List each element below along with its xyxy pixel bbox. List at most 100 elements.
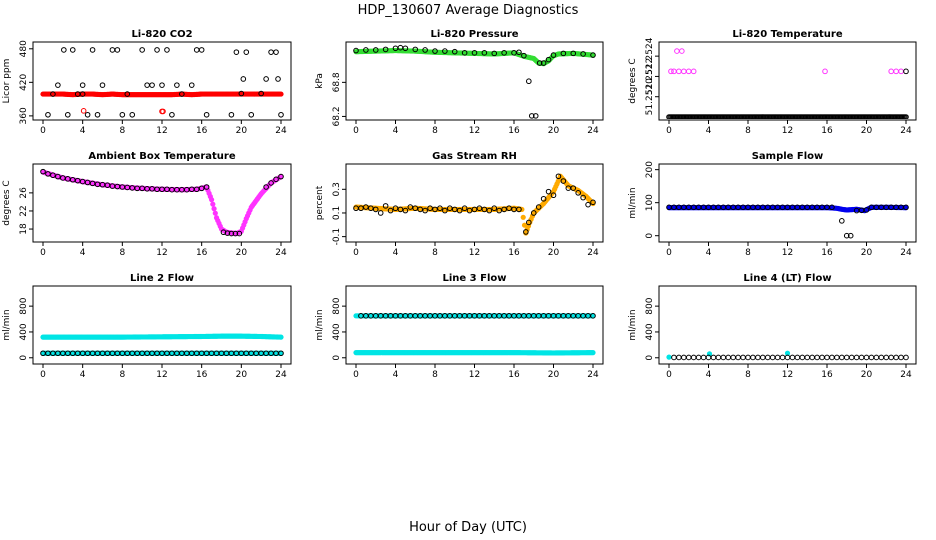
x-tick-label: 20: [861, 370, 873, 380]
data-point: [456, 207, 463, 214]
data-point: [888, 354, 894, 361]
plot-frame: [658, 163, 917, 243]
data-point: [114, 47, 121, 53]
data-point: [690, 354, 697, 361]
data-point: [224, 230, 231, 236]
panel-title: Li-820 Temperature: [732, 29, 842, 40]
data-point: [363, 47, 369, 53]
data-point: [79, 178, 86, 185]
data-point: [843, 354, 850, 361]
data-point: [377, 210, 384, 216]
y-tick-label: 200: [645, 161, 655, 178]
x-tick-label: 4: [80, 248, 86, 258]
data-point: [804, 354, 811, 361]
data-point: [481, 50, 488, 56]
data-point: [154, 47, 160, 53]
data-point: [858, 354, 865, 361]
x-tick-label: 8: [745, 370, 751, 380]
data-point: [794, 354, 801, 361]
y-axis-label: ml/min: [2, 309, 12, 340]
data-point: [829, 354, 835, 361]
data-point: [819, 354, 825, 361]
data-point: [461, 50, 468, 56]
x-tick-label: 4: [393, 126, 399, 136]
data-point: [61, 47, 67, 53]
data-point: [496, 207, 502, 214]
data-point: [144, 82, 150, 88]
data-point: [402, 207, 409, 214]
data-point: [422, 47, 428, 53]
data-point: [55, 82, 61, 88]
y-axis-label: ml/min: [315, 309, 325, 340]
data-point: [417, 206, 423, 213]
data-point: [64, 111, 71, 118]
data-point: [94, 111, 101, 118]
plot-area: [666, 48, 909, 119]
x-tick-label: 4: [706, 126, 712, 136]
data-point: [164, 47, 170, 53]
x-tick-label: 8: [119, 370, 125, 380]
data-point: [868, 354, 875, 361]
y-tick-label: 26: [19, 187, 29, 199]
data-point: [735, 354, 741, 361]
y-tick-label: -0.1: [332, 228, 342, 246]
data-point: [755, 354, 761, 361]
data-point: [580, 194, 586, 201]
panel-title: Gas Stream RH: [432, 151, 517, 162]
data-point: [50, 172, 56, 179]
data-point: [725, 354, 732, 361]
y-tick-label: 360: [19, 107, 29, 124]
data-point: [273, 49, 279, 55]
data-point: [491, 205, 498, 212]
data-point: [228, 111, 235, 118]
x-tick-label: 24: [275, 370, 287, 380]
data-point: [774, 354, 781, 361]
data-point: [278, 350, 284, 356]
data-point: [79, 82, 86, 88]
y-tick-label: 0: [19, 355, 29, 361]
data-point: [760, 354, 766, 361]
data-point: [903, 354, 909, 361]
x-tick-label: 20: [548, 370, 560, 380]
plot-frame: [32, 41, 292, 121]
data-point: [809, 354, 815, 361]
panel-title: Line 2 Flow: [130, 273, 194, 284]
data-point: [516, 206, 522, 213]
data-point: [198, 185, 205, 192]
plot-frame: [658, 41, 917, 121]
panel-6: Sample Flow ml/min 0 4 8 12 16 20 24 0 100 200: [628, 151, 917, 258]
x-tick-label: 20: [236, 126, 248, 136]
data-point: [160, 108, 166, 115]
x-tick-label: 8: [119, 248, 125, 258]
data-point: [784, 350, 791, 356]
y-axis-label: ml/min: [628, 187, 638, 218]
data-point: [847, 232, 854, 239]
data-point: [45, 171, 51, 177]
data-point: [481, 206, 488, 213]
y-axis-label: ml/min: [628, 309, 638, 340]
data-point: [750, 354, 756, 361]
data-point: [764, 354, 771, 361]
data-point: [560, 50, 567, 57]
data-point: [437, 205, 443, 212]
data-point: [129, 111, 136, 118]
data-point: [863, 207, 870, 213]
x-tick-label: 0: [40, 126, 46, 136]
data-point: [516, 49, 522, 56]
x-tick-label: 8: [432, 248, 438, 258]
data-point: [278, 91, 284, 97]
x-tick-label: 12: [782, 248, 793, 258]
data-point: [55, 173, 61, 180]
data-point: [74, 177, 81, 184]
x-tick-label: 12: [782, 370, 793, 380]
data-point: [412, 205, 419, 212]
panel-title: Ambient Box Temperature: [88, 151, 235, 162]
data-point: [84, 179, 91, 186]
data-point: [193, 186, 200, 193]
panel-9: Line 4 (LT) Flow ml/min 0 4 8 12 16 20 24 0 400 800: [628, 273, 917, 380]
data-point: [84, 111, 91, 118]
x-tick-label: 4: [706, 370, 712, 380]
x-tick-label: 20: [236, 248, 248, 258]
y-tick-label: 0: [332, 355, 342, 361]
data-point: [853, 354, 860, 361]
